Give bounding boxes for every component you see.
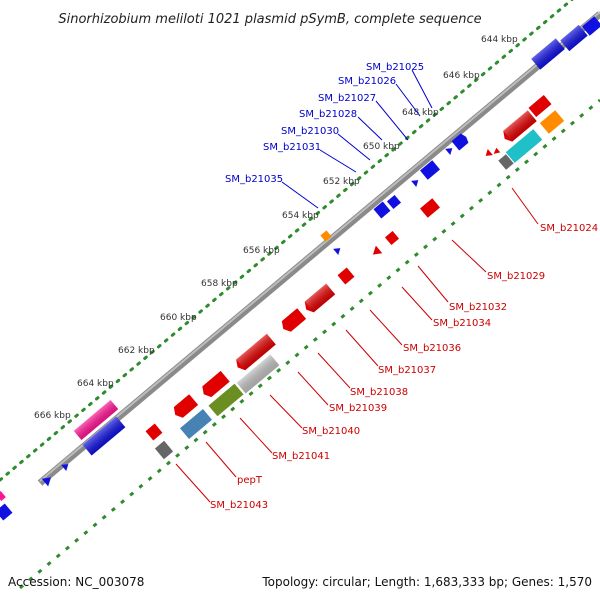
forward-gene bbox=[560, 24, 588, 52]
sequence-backbone bbox=[37, 11, 600, 486]
sequence-summary: Topology: circular; Length: 1,683,333 bp… bbox=[261, 575, 592, 589]
tick-label: 666 kbp bbox=[34, 411, 71, 421]
accession-text: Accession: NC_003078 bbox=[8, 575, 144, 589]
forward-gene bbox=[582, 16, 600, 36]
misc-feature-pink bbox=[0, 491, 6, 501]
gene-label: SM_b21028 bbox=[299, 109, 357, 120]
reverse-gene bbox=[420, 198, 440, 218]
tick-label: 660 kbp bbox=[160, 313, 197, 323]
misc-feature-grey bbox=[154, 440, 174, 460]
gene-label: SM_b21040 bbox=[302, 426, 360, 437]
misc-feature-cyan bbox=[505, 129, 543, 163]
reverse-gene bbox=[493, 147, 501, 154]
tick-label: 652 kbp bbox=[323, 177, 360, 187]
reverse-gene bbox=[384, 230, 400, 246]
reverse-gene bbox=[145, 423, 163, 441]
reverse-gene bbox=[503, 110, 537, 142]
forward-gene bbox=[61, 464, 69, 471]
forward-gene bbox=[420, 160, 440, 180]
gene-label: pepT bbox=[237, 475, 263, 486]
gene-label: SM_b21038 bbox=[350, 387, 408, 398]
forward-gene bbox=[531, 38, 565, 70]
forward-leader-lines bbox=[281, 69, 433, 209]
reverse-gene bbox=[173, 394, 199, 418]
reverse-gene bbox=[337, 267, 355, 285]
misc-feature-steel bbox=[180, 408, 212, 440]
reverse-gene bbox=[202, 370, 230, 398]
gene-label: SM_b21035 bbox=[225, 174, 283, 185]
forward-gene bbox=[445, 148, 453, 155]
gene-label: SM_b21041 bbox=[272, 451, 330, 462]
misc-feature-orange bbox=[320, 230, 332, 242]
forward-gene bbox=[373, 201, 391, 219]
tick-label: 646 kbp bbox=[443, 71, 480, 81]
forward-gene bbox=[451, 133, 469, 151]
reverse-gene bbox=[528, 94, 552, 118]
gene-label: SM_b21026 bbox=[338, 76, 396, 87]
tick-label: 648 kbp bbox=[402, 108, 439, 118]
gene-label: SM_b21024 bbox=[540, 223, 598, 234]
forward-gene bbox=[82, 416, 126, 456]
forward-gene bbox=[0, 503, 13, 521]
misc-feature-orange bbox=[539, 110, 565, 134]
tick-label: 658 kbp bbox=[201, 279, 238, 289]
tick-label: 644 kbp bbox=[481, 35, 518, 45]
forward-gene bbox=[386, 194, 402, 210]
misc-feature-olive bbox=[208, 383, 244, 417]
reverse-gene bbox=[236, 333, 276, 371]
reverse-gene bbox=[485, 149, 493, 156]
gene-label: SM_b21037 bbox=[378, 365, 436, 376]
gene-features bbox=[0, 16, 600, 521]
gene-label: SM_b21034 bbox=[433, 318, 491, 329]
gene-label: SM_b21043 bbox=[210, 500, 268, 511]
reverse-leader-lines bbox=[175, 187, 539, 503]
tick-label: 656 kbp bbox=[243, 246, 280, 256]
gene-label: SM_b21030 bbox=[281, 126, 339, 137]
inner-tick-ring bbox=[19, 98, 600, 590]
gene-label: SM_b21025 bbox=[366, 62, 424, 73]
misc-feature-pink bbox=[73, 399, 119, 441]
sequence-backbone-highlight bbox=[39, 11, 600, 482]
gene-label: SM_b21032 bbox=[449, 302, 507, 313]
forward-gene bbox=[411, 180, 419, 187]
forward-gene bbox=[41, 477, 52, 487]
outer-tick-ring bbox=[0, 0, 574, 482]
tick-labels: 644 kbp 646 kbp 648 kbp 650 kbp 652 kbp … bbox=[34, 35, 518, 421]
reverse-gene bbox=[304, 283, 336, 313]
gene-label: SM_b21039 bbox=[329, 403, 387, 414]
reverse-gene bbox=[372, 245, 383, 255]
gene-label: SM_b21027 bbox=[318, 93, 376, 104]
reverse-gene bbox=[281, 308, 307, 332]
tick-label: 650 kbp bbox=[363, 142, 400, 152]
gene-label: SM_b21031 bbox=[263, 142, 321, 153]
misc-feature-silver bbox=[236, 354, 280, 394]
misc-feature-grey bbox=[498, 154, 514, 170]
forward-gene bbox=[333, 248, 341, 255]
tick-label: 664 kbp bbox=[77, 379, 114, 389]
gene-label: SM_b21029 bbox=[487, 271, 545, 282]
tick-label: 662 kbp bbox=[118, 346, 155, 356]
map-title: Sinorhizobium meliloti 1021 plasmid pSym… bbox=[58, 12, 481, 27]
tick-label: 654 kbp bbox=[282, 211, 319, 221]
reverse-gene-labels: SM_b21024 SM_b21029 SM_b21032 SM_b21034 … bbox=[210, 223, 598, 511]
gene-label: SM_b21036 bbox=[403, 343, 461, 354]
forward-gene-labels: SM_b21025 SM_b21026 SM_b21027 SM_b21028 … bbox=[225, 62, 424, 185]
